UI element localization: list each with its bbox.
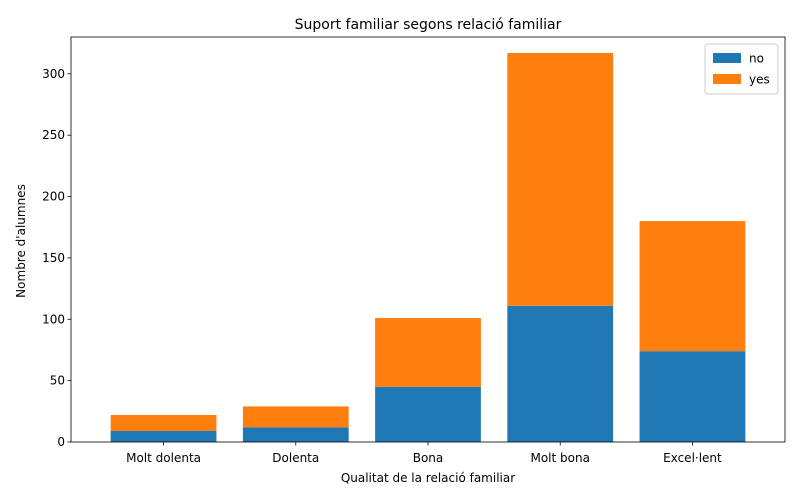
y-axis-label: Nombre d'alumnes: [14, 184, 28, 298]
legend: no yes: [704, 43, 779, 95]
legend-swatch-yes: [713, 74, 741, 84]
bar-no-3: [507, 305, 614, 442]
legend-swatch-no: [713, 53, 741, 63]
x-tick-label-4: Excel·lent: [663, 451, 722, 465]
bar-yes-4: [639, 221, 746, 352]
bar-yes-3: [507, 52, 614, 306]
axes-group: 0 50 100 150 200 250 300 Molt dolenta Dolenta Bon…: [42, 36, 786, 465]
bars-group: [110, 52, 746, 442]
y-tick-label-100: 100: [42, 312, 65, 326]
chart-title: Suport familiar segons relació familiar: [295, 17, 562, 33]
legend-label-yes: yes: [749, 73, 770, 87]
bar-yes-2: [375, 318, 481, 387]
bar-yes-0: [110, 415, 217, 431]
bar-no-2: [375, 386, 481, 442]
legend-label-no: no: [749, 52, 764, 66]
y-tick-label-50: 50: [50, 374, 65, 388]
y-tick-label-300: 300: [42, 67, 65, 81]
x-axis-label: Qualitat de la relació familiar: [341, 471, 515, 485]
bar-no-0: [110, 430, 217, 442]
y-tick-label-250: 250: [42, 128, 65, 142]
bar-no-4: [639, 351, 746, 442]
bar-no-1: [242, 427, 349, 442]
x-tick-label-1: Dolenta: [272, 451, 319, 465]
bar-yes-1: [242, 406, 349, 428]
y-tick-label-150: 150: [42, 251, 65, 265]
y-tick-label-200: 200: [42, 190, 65, 204]
x-tick-label-3: Molt bona: [530, 451, 589, 465]
legend-box: [704, 43, 779, 95]
x-tick-label-2: Bona: [413, 451, 444, 465]
x-tick-label-0: Molt dolenta: [126, 451, 201, 465]
y-tick-label-0: 0: [57, 435, 65, 449]
